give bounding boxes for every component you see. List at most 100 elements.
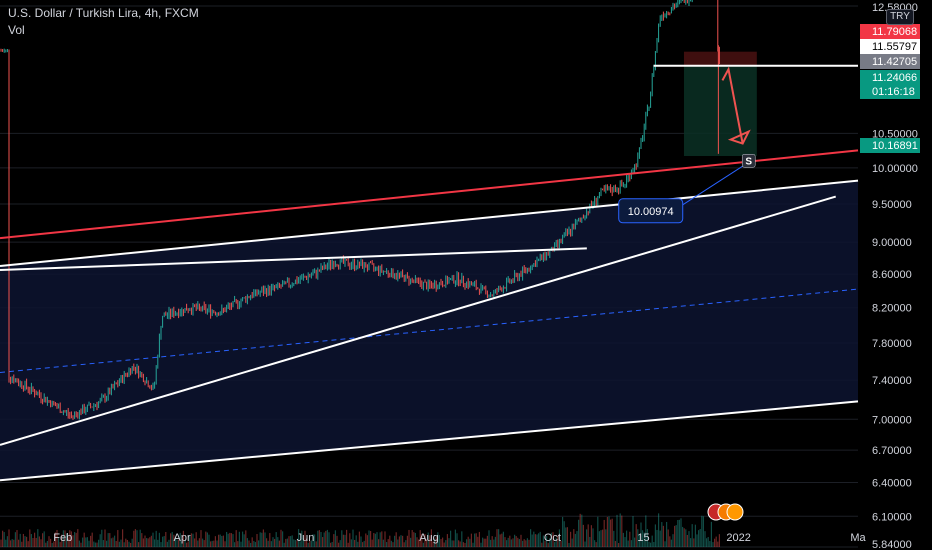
volume-bar — [317, 530, 319, 547]
volume-bar — [75, 532, 77, 547]
symbol-title[interactable]: U.S. Dollar / Turkish Lira, 4h, FXCM — [8, 6, 199, 20]
volume-bar — [194, 538, 196, 547]
volume-bar — [691, 524, 693, 547]
chart-legend: U.S. Dollar / Turkish Lira, 4h, FXCM Vol — [8, 5, 199, 39]
volume-bar — [256, 534, 258, 547]
volume-bar — [106, 540, 108, 547]
time-axis[interactable]: Feb Apr Jun Aug Oct 15 2022 Ma — [53, 532, 866, 544]
volume-bar — [118, 541, 120, 547]
time-tick-label: Feb — [53, 532, 72, 544]
channel-upper-line[interactable] — [0, 179, 859, 267]
volume-bar — [614, 540, 616, 547]
price-badge — [860, 138, 920, 153]
volume-bar — [710, 521, 712, 547]
volume-bar — [627, 540, 629, 547]
volume-histogram — [0, 513, 720, 547]
volume-bar — [498, 529, 500, 547]
volume-bar — [560, 540, 562, 547]
price-badge — [860, 70, 920, 85]
volume-bar — [214, 536, 216, 547]
volume-bar — [426, 539, 428, 547]
volume-bar — [131, 538, 133, 547]
resistance-line[interactable] — [0, 149, 859, 240]
volume-bar — [16, 530, 18, 547]
volume-bar — [11, 539, 13, 547]
volume-bar — [165, 531, 167, 547]
event-icons[interactable] — [707, 503, 744, 521]
support-trend-line[interactable] — [0, 195, 837, 446]
price-badge — [860, 39, 920, 54]
volume-bar — [478, 531, 480, 547]
volume-bar — [67, 537, 69, 547]
volume-bar — [158, 532, 160, 547]
volume-bar — [538, 533, 540, 547]
volume-bar — [525, 540, 527, 547]
volume-bar — [78, 540, 80, 547]
volume-bar — [531, 534, 533, 547]
volume-bar — [586, 529, 588, 547]
volume-bar — [515, 536, 517, 547]
volume-bar — [376, 532, 378, 547]
volume-bar — [307, 542, 309, 547]
channel-lower-line[interactable] — [0, 400, 859, 482]
volume-bar — [451, 540, 453, 547]
volume-bar — [85, 537, 87, 547]
volume-bar — [181, 541, 183, 547]
signal-marker[interactable]: S — [741, 154, 756, 168]
volume-bar — [94, 542, 96, 547]
volume-bar — [166, 541, 168, 547]
take-profit-zone[interactable] — [683, 65, 757, 157]
volume-bar — [707, 536, 709, 547]
volume-bar — [717, 541, 719, 547]
volume-bar — [666, 521, 668, 547]
price-badge — [860, 24, 920, 39]
volume-bar — [315, 541, 317, 547]
volume-bar — [98, 539, 100, 547]
volume-bar — [107, 533, 109, 547]
volume-bar — [186, 542, 188, 547]
horizontal-range-line[interactable] — [0, 247, 587, 272]
volume-bar — [203, 540, 205, 547]
volume-bar — [413, 532, 415, 547]
volume-bar — [510, 539, 512, 547]
callout-box[interactable]: 10.00974 — [618, 198, 684, 224]
volume-bar — [674, 525, 676, 547]
time-tick-label: Jun — [297, 532, 315, 544]
volume-bar — [379, 532, 381, 547]
volume-indicator-label[interactable]: Vol — [8, 23, 25, 37]
volume-bar — [427, 532, 429, 547]
dividend-icon[interactable] — [726, 503, 744, 521]
volume-bar — [227, 533, 229, 547]
volume-bar — [459, 541, 461, 547]
volume-bar — [408, 529, 410, 547]
volume-bar — [366, 535, 368, 547]
volume-bar — [475, 533, 477, 547]
stop-loss-zone[interactable] — [683, 51, 757, 66]
price-axis[interactable]: 12.5800010.5000010.000009.500009.000008.… — [872, 2, 918, 550]
volume-bar — [3, 532, 5, 547]
volume-bar — [546, 535, 548, 547]
volume-bar — [597, 516, 599, 547]
volume-bar — [634, 537, 636, 547]
currency-button[interactable]: TRY — [886, 9, 914, 25]
volume-bar — [438, 534, 440, 547]
volume-bar — [170, 533, 172, 547]
volume-bar — [715, 536, 717, 547]
volume-bar — [323, 532, 325, 547]
volume-bar — [325, 530, 327, 547]
volume-bar — [216, 540, 218, 547]
volume-bar — [226, 531, 228, 547]
volume-bar — [477, 536, 479, 547]
volume-bar — [13, 539, 15, 547]
volume-bar — [454, 529, 456, 547]
volume-bar — [678, 519, 680, 547]
volume-bar — [608, 516, 610, 547]
volume-bar — [141, 533, 143, 547]
volume-bar — [642, 530, 644, 547]
volume-bar — [2, 530, 4, 547]
volume-bar — [318, 530, 320, 547]
volume-bar — [336, 535, 338, 547]
volume-bar — [42, 533, 44, 547]
volume-bar — [274, 538, 276, 547]
